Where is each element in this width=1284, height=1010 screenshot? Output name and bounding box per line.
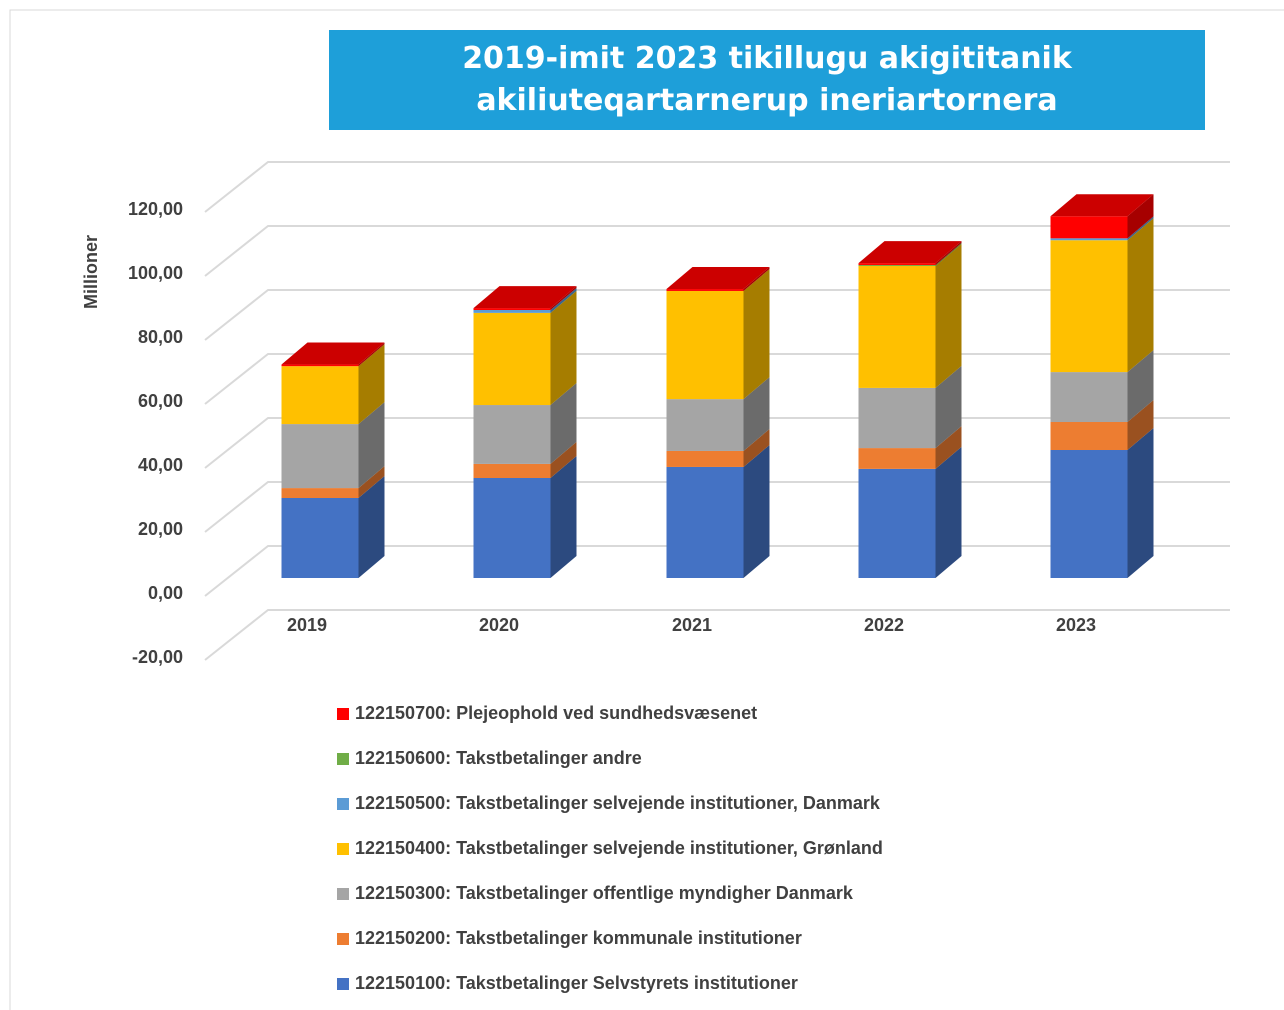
grid-line [204,225,1230,277]
bar-side [743,444,770,578]
bar-segment [281,488,359,498]
bar-side [935,365,962,449]
y-tick-label: 80,00 [138,327,183,347]
bar-side [550,286,577,310]
bar-segment [858,265,936,266]
bar-top [666,267,770,290]
y-tick-label: 60,00 [138,391,183,411]
bar-segment [1050,372,1128,422]
legend-swatch [337,933,349,945]
bar-side [1127,216,1154,241]
legend-swatch [337,708,349,720]
bar-side [358,476,385,578]
bar-side [935,243,962,266]
bar-side [935,244,962,388]
bar-side [743,268,770,400]
bar-segment [858,387,936,449]
bar-side [1127,218,1154,373]
bar-side [550,288,577,313]
bar-side [935,241,962,266]
bar-segment [281,498,359,578]
bar-side [935,426,962,469]
bar-segment [858,266,936,388]
bar-segment [858,263,936,266]
legend-swatch [337,978,349,990]
bar-top [281,342,385,365]
bar-side [550,456,577,578]
legend-swatch [337,753,349,765]
x-tick-label: 2021 [672,615,712,635]
bar-side [1127,400,1154,450]
bar-segment [666,450,744,467]
bar-side [550,290,577,406]
grid-line [204,161,1230,213]
bar-side [550,383,577,464]
bar-segment [281,424,359,489]
bar-side [743,377,770,451]
bar-segment [666,289,744,291]
y-tick-label: 0,00 [148,583,183,603]
bar-side [743,428,770,467]
legend-swatch [337,798,349,810]
grid-line [204,609,1230,661]
y-axis-label: Millioner [81,235,101,309]
chart-border [9,9,1284,1010]
legend-label: 122150300: Takstbetalinger offentlige my… [355,883,854,903]
bar-side [743,267,770,291]
bar-segment [858,468,936,578]
bar-segment [473,478,551,578]
legend-swatch [337,888,349,900]
bar-side [550,441,577,478]
bar-segment [666,466,744,578]
y-tick-label: 40,00 [138,455,183,475]
y-tick-label: -20,00 [132,647,183,667]
y-tick-label: 20,00 [138,519,183,539]
bar-segment [1050,422,1128,450]
bar-segment [1050,450,1128,578]
bar-segment [858,448,936,469]
bar-side [1127,194,1154,239]
legend-label: 122150700: Plejeophold ved sundhedsvæsen… [355,703,757,723]
y-tick-label: 100,00 [128,263,183,283]
bar-segment [473,405,551,464]
bar-segment [281,366,359,425]
x-tick-label: 2020 [479,615,519,635]
x-tick-label: 2023 [1056,615,1096,635]
bar-segment [1050,240,1128,373]
bar-side [1127,428,1154,578]
x-tick-label: 2019 [287,615,327,635]
bar-side [1127,350,1154,422]
y-tick-label: 120,00 [128,199,183,219]
bar-segment [666,399,744,451]
bar-side [935,446,962,578]
legend-label: 122150400: Takstbetalinger selvejende in… [355,838,883,858]
bar-side [358,402,385,489]
bar-top [1050,194,1154,217]
bar-segment [1050,238,1128,241]
bar-segment [473,312,551,406]
bar-side [358,466,385,498]
bar-segment [473,308,551,310]
legend-swatch [337,843,349,855]
bar-segment [473,310,551,313]
legend-label: 122150500: Takstbetalinger selvejende in… [355,793,881,813]
bar-side [358,344,385,425]
bar-segment [1050,216,1128,239]
bar-side [358,342,385,367]
chart-title: 2019-imit 2023 tikillugu akigititanik ak… [329,30,1205,130]
bar-top [858,241,962,264]
bar-segment [666,290,744,400]
legend-label: 122150100: Takstbetalinger Selvstyrets i… [355,973,798,993]
x-tick-label: 2022 [864,615,904,635]
legend-label: 122150600: Takstbetalinger andre [355,748,642,768]
bar-top [473,286,577,309]
bar-segment [473,463,551,478]
legend-label: 122150200: Takstbetalinger kommunale ins… [355,928,802,948]
bar-segment [281,364,359,367]
